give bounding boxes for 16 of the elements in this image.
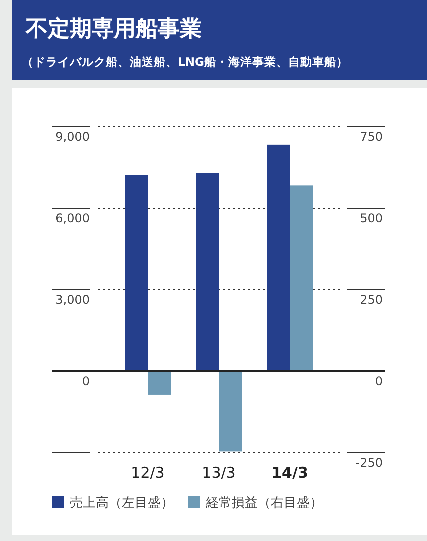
y-tick-label: 6,000 bbox=[56, 212, 90, 226]
legend-label: 売上高（左目盛） bbox=[70, 495, 174, 511]
chart-subtitle: （ドライバルク船、油送船、LNG船・海洋事業、自動車船） bbox=[22, 55, 348, 69]
legend-label: 経常損益（右目盛） bbox=[205, 496, 323, 511]
chart-title: 不定期専用船事業 bbox=[25, 16, 202, 42]
y-tick-label: 3,000 bbox=[56, 293, 90, 307]
y2-tick-label: -250 bbox=[356, 456, 383, 470]
y2-tick-label: 250 bbox=[360, 293, 383, 307]
y-tick-label: 9,000 bbox=[56, 130, 90, 144]
y2-tick-label: 0 bbox=[375, 374, 383, 388]
y-tick-label: 0 bbox=[82, 374, 90, 388]
y2-tick-label: 750 bbox=[360, 130, 383, 144]
x-tick-label: 12/3 bbox=[131, 464, 165, 482]
x-tick-label: 13/3 bbox=[202, 464, 236, 482]
y2-tick-label: 500 bbox=[360, 212, 383, 226]
x-tick-label: 14/3 bbox=[272, 464, 308, 482]
